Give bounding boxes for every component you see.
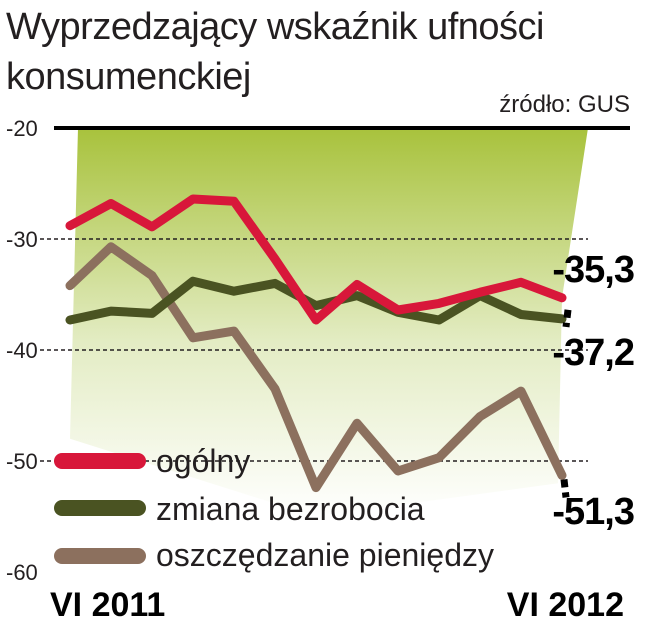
legend-label-oszczedzanie: oszczędzanie pieniędzy xyxy=(156,537,494,573)
end-connector xyxy=(562,309,572,328)
chart-title: Wyprzedzający wskaźnik ufności konsumenc… xyxy=(6,6,544,98)
source-note: źródło: GUS xyxy=(499,91,630,118)
end-value-label: -37,2 xyxy=(552,332,634,374)
end-connector xyxy=(560,479,570,498)
shaded-area xyxy=(70,128,588,517)
legend-label-ogolny: ogólny xyxy=(156,443,250,479)
y-tick-label: -20 xyxy=(6,116,38,141)
x-label-start: VI 2011 xyxy=(50,586,165,624)
x-label-end: VI 2012 xyxy=(507,586,624,624)
y-tick-label: -60 xyxy=(6,560,38,585)
end-value-label: -51,3 xyxy=(552,491,634,533)
y-tick-label: -50 xyxy=(6,449,38,474)
series-line-2 xyxy=(65,242,567,493)
legend-label-zmiana-bezrobocia: zmiana bezrobocia xyxy=(156,491,425,527)
y-tick-label: -30 xyxy=(6,227,38,252)
y-tick-label: -40 xyxy=(6,338,38,363)
end-value-label: -35,3 xyxy=(552,249,634,291)
series-line-0 xyxy=(65,194,567,325)
